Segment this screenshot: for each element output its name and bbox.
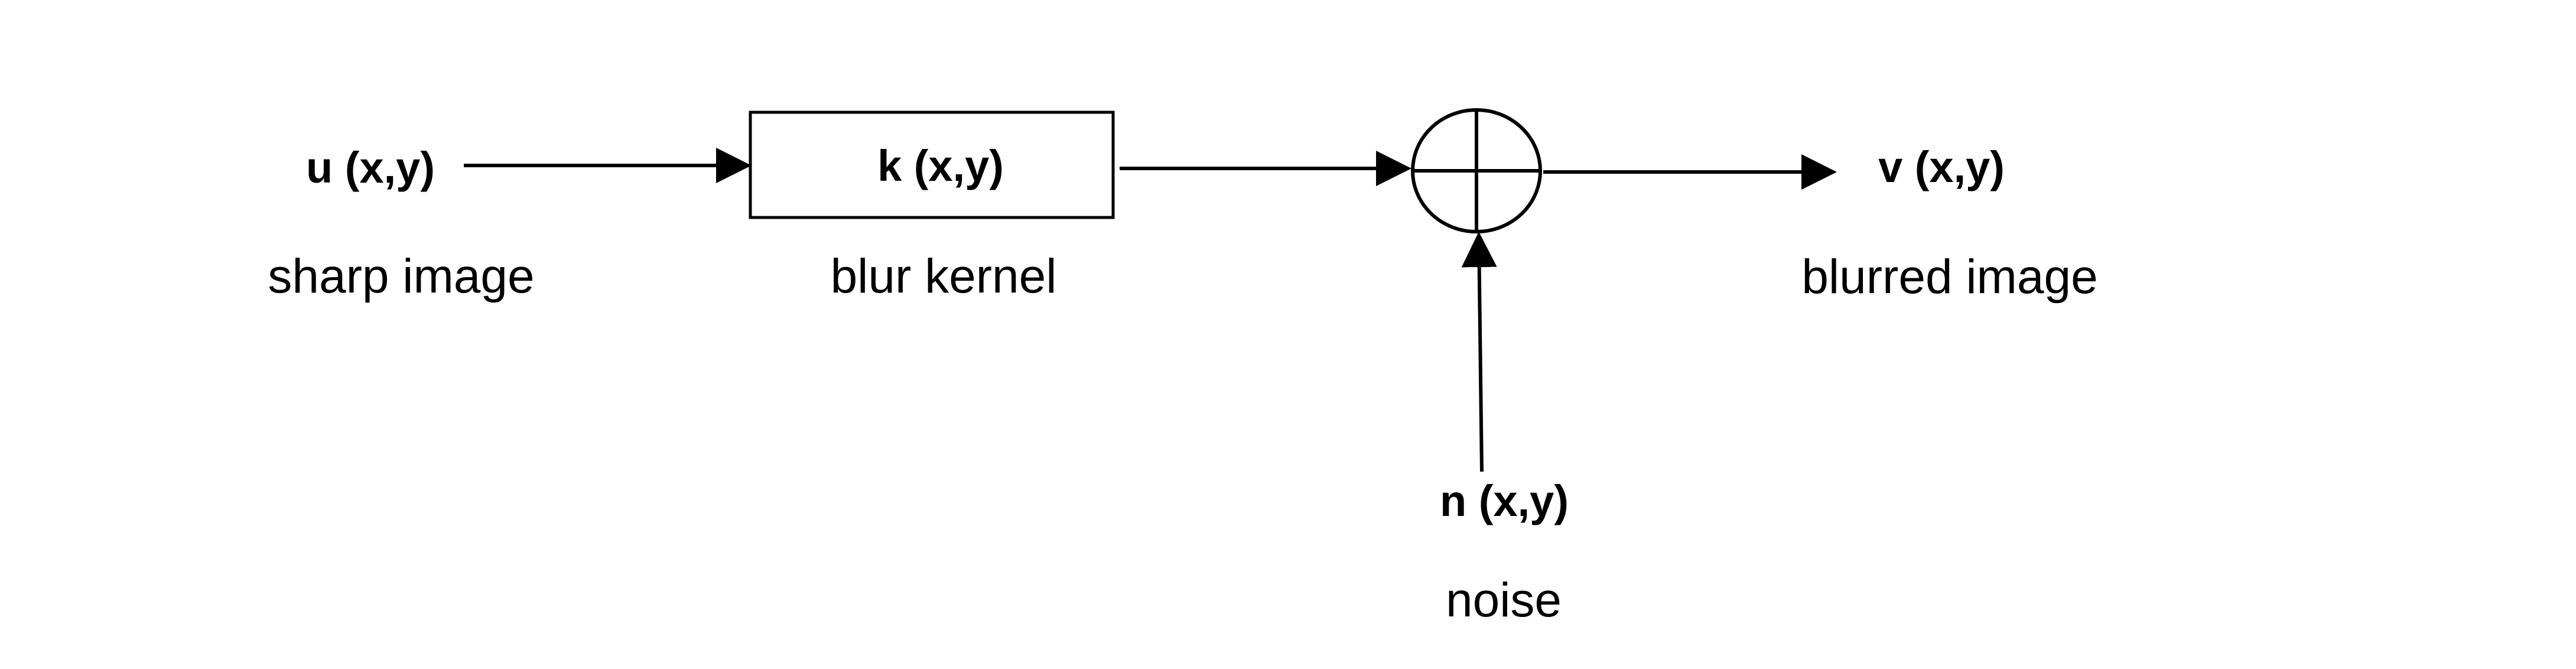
- input-caption: sharp image: [268, 249, 535, 303]
- input-signal-label: u (x,y): [306, 143, 435, 192]
- kernel-signal-label: k (x,y): [877, 141, 1004, 190]
- edge-noise-to-junction: [1461, 232, 1497, 472]
- summing-junction: [1411, 108, 1542, 233]
- kernel-caption: blur kernel: [830, 249, 1057, 303]
- noise-caption: noise: [1445, 573, 1562, 627]
- output-caption: blurred image: [1801, 250, 2098, 304]
- noise-signal-label: n (x,y): [1440, 476, 1569, 525]
- output-signal-label: v (x,y): [1878, 142, 2005, 191]
